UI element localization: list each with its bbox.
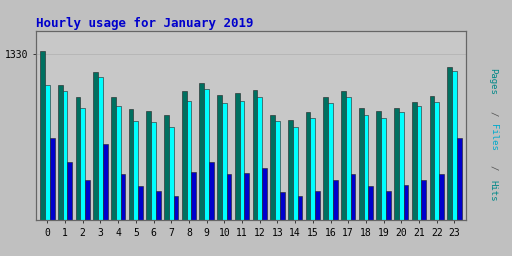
Bar [217, 95, 222, 256]
Bar [306, 112, 310, 256]
Bar [50, 138, 54, 256]
Bar [209, 162, 214, 256]
Bar [186, 101, 191, 256]
Bar [270, 115, 275, 256]
Bar [68, 162, 72, 256]
Bar [394, 108, 399, 256]
Bar [386, 190, 391, 256]
Bar [103, 144, 108, 256]
Bar [368, 186, 373, 256]
Bar [310, 118, 315, 256]
Bar [76, 97, 80, 256]
Bar [288, 120, 293, 256]
Bar [134, 121, 138, 256]
Bar [111, 97, 116, 256]
Bar [85, 180, 90, 256]
Text: Pages: Pages [488, 69, 498, 95]
Bar [434, 102, 439, 256]
Bar [381, 118, 386, 256]
Bar [40, 51, 45, 256]
Bar [417, 106, 421, 256]
Bar [129, 109, 134, 256]
Bar [421, 180, 426, 256]
Text: Hits: Hits [488, 180, 498, 201]
Bar [412, 102, 417, 256]
Bar [280, 192, 285, 256]
Bar [351, 174, 355, 256]
Bar [252, 90, 258, 256]
Bar [376, 111, 381, 256]
Bar [62, 91, 68, 256]
Bar [58, 85, 62, 256]
Bar [333, 180, 338, 256]
Text: /: / [488, 111, 498, 116]
Bar [293, 127, 297, 256]
Bar [439, 174, 444, 256]
Bar [399, 112, 403, 256]
Bar [174, 197, 178, 256]
Bar [45, 85, 50, 256]
Bar [156, 190, 161, 256]
Bar [164, 115, 169, 256]
Bar [341, 91, 346, 256]
Bar [244, 173, 249, 256]
Bar [359, 108, 364, 256]
Bar [80, 108, 85, 256]
Bar [116, 106, 120, 256]
Bar [182, 91, 186, 256]
Bar [452, 71, 457, 256]
Bar [315, 190, 320, 256]
Bar [138, 186, 143, 256]
Bar [235, 93, 240, 256]
Bar [200, 83, 204, 256]
Bar [258, 97, 262, 256]
Bar [169, 127, 174, 256]
Bar [364, 115, 368, 256]
Bar [262, 168, 267, 256]
Bar [457, 138, 462, 256]
Bar [275, 121, 280, 256]
Bar [403, 185, 409, 256]
Bar [346, 97, 351, 256]
Bar [297, 197, 302, 256]
Bar [151, 122, 156, 256]
Text: /: / [488, 165, 498, 170]
Text: Files: Files [488, 124, 498, 150]
Bar [204, 89, 209, 256]
Bar [430, 96, 434, 256]
Bar [222, 103, 227, 256]
Bar [328, 103, 333, 256]
Bar [324, 97, 328, 256]
Bar [191, 172, 196, 256]
Bar [93, 72, 98, 256]
Bar [146, 111, 151, 256]
Bar [120, 174, 125, 256]
Text: Hourly usage for January 2019: Hourly usage for January 2019 [36, 17, 253, 29]
Bar [447, 67, 452, 256]
Bar [240, 101, 244, 256]
Bar [227, 174, 231, 256]
Bar [98, 77, 103, 256]
